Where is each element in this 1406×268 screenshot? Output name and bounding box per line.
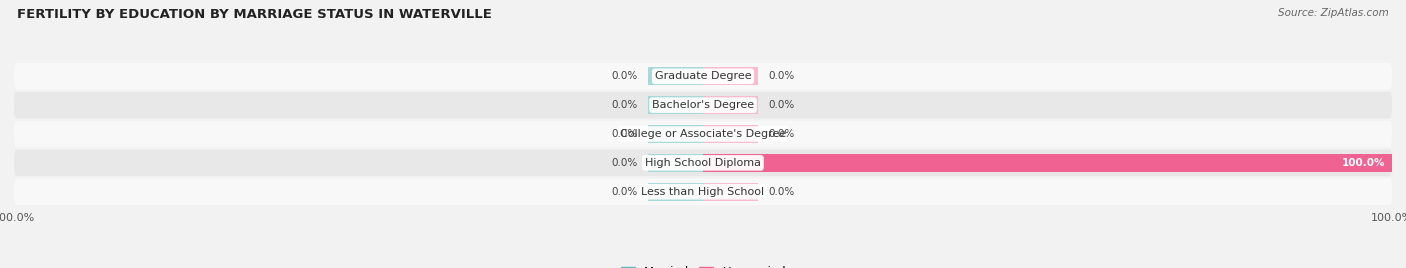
Text: FERTILITY BY EDUCATION BY MARRIAGE STATUS IN WATERVILLE: FERTILITY BY EDUCATION BY MARRIAGE STATU… bbox=[17, 8, 492, 21]
Text: 0.0%: 0.0% bbox=[612, 100, 637, 110]
FancyBboxPatch shape bbox=[14, 63, 1392, 90]
Bar bbox=[648, 183, 703, 201]
Text: 0.0%: 0.0% bbox=[769, 187, 794, 197]
Text: Bachelor's Degree: Bachelor's Degree bbox=[652, 100, 754, 110]
FancyBboxPatch shape bbox=[14, 178, 1392, 205]
Text: Source: ZipAtlas.com: Source: ZipAtlas.com bbox=[1278, 8, 1389, 18]
Bar bbox=[703, 67, 758, 85]
Bar bbox=[703, 183, 758, 201]
Text: Graduate Degree: Graduate Degree bbox=[655, 71, 751, 81]
Text: 0.0%: 0.0% bbox=[769, 100, 794, 110]
Text: 0.0%: 0.0% bbox=[769, 129, 794, 139]
Text: College or Associate's Degree: College or Associate's Degree bbox=[620, 129, 786, 139]
Bar bbox=[703, 96, 758, 114]
Text: 0.0%: 0.0% bbox=[612, 71, 637, 81]
Text: 0.0%: 0.0% bbox=[612, 158, 637, 168]
Bar bbox=[648, 125, 703, 143]
Legend: Married, Unmarried: Married, Unmarried bbox=[619, 263, 787, 268]
Bar bbox=[648, 96, 703, 114]
FancyBboxPatch shape bbox=[14, 121, 1392, 147]
FancyBboxPatch shape bbox=[14, 150, 1392, 176]
Bar bbox=[703, 125, 758, 143]
Bar bbox=[648, 154, 703, 172]
Bar bbox=[703, 154, 1392, 172]
Bar bbox=[648, 67, 703, 85]
Text: 0.0%: 0.0% bbox=[769, 71, 794, 81]
Text: 0.0%: 0.0% bbox=[612, 129, 637, 139]
Text: Less than High School: Less than High School bbox=[641, 187, 765, 197]
Text: 100.0%: 100.0% bbox=[1341, 158, 1385, 168]
Text: High School Diploma: High School Diploma bbox=[645, 158, 761, 168]
Text: 0.0%: 0.0% bbox=[612, 187, 637, 197]
FancyBboxPatch shape bbox=[14, 92, 1392, 118]
